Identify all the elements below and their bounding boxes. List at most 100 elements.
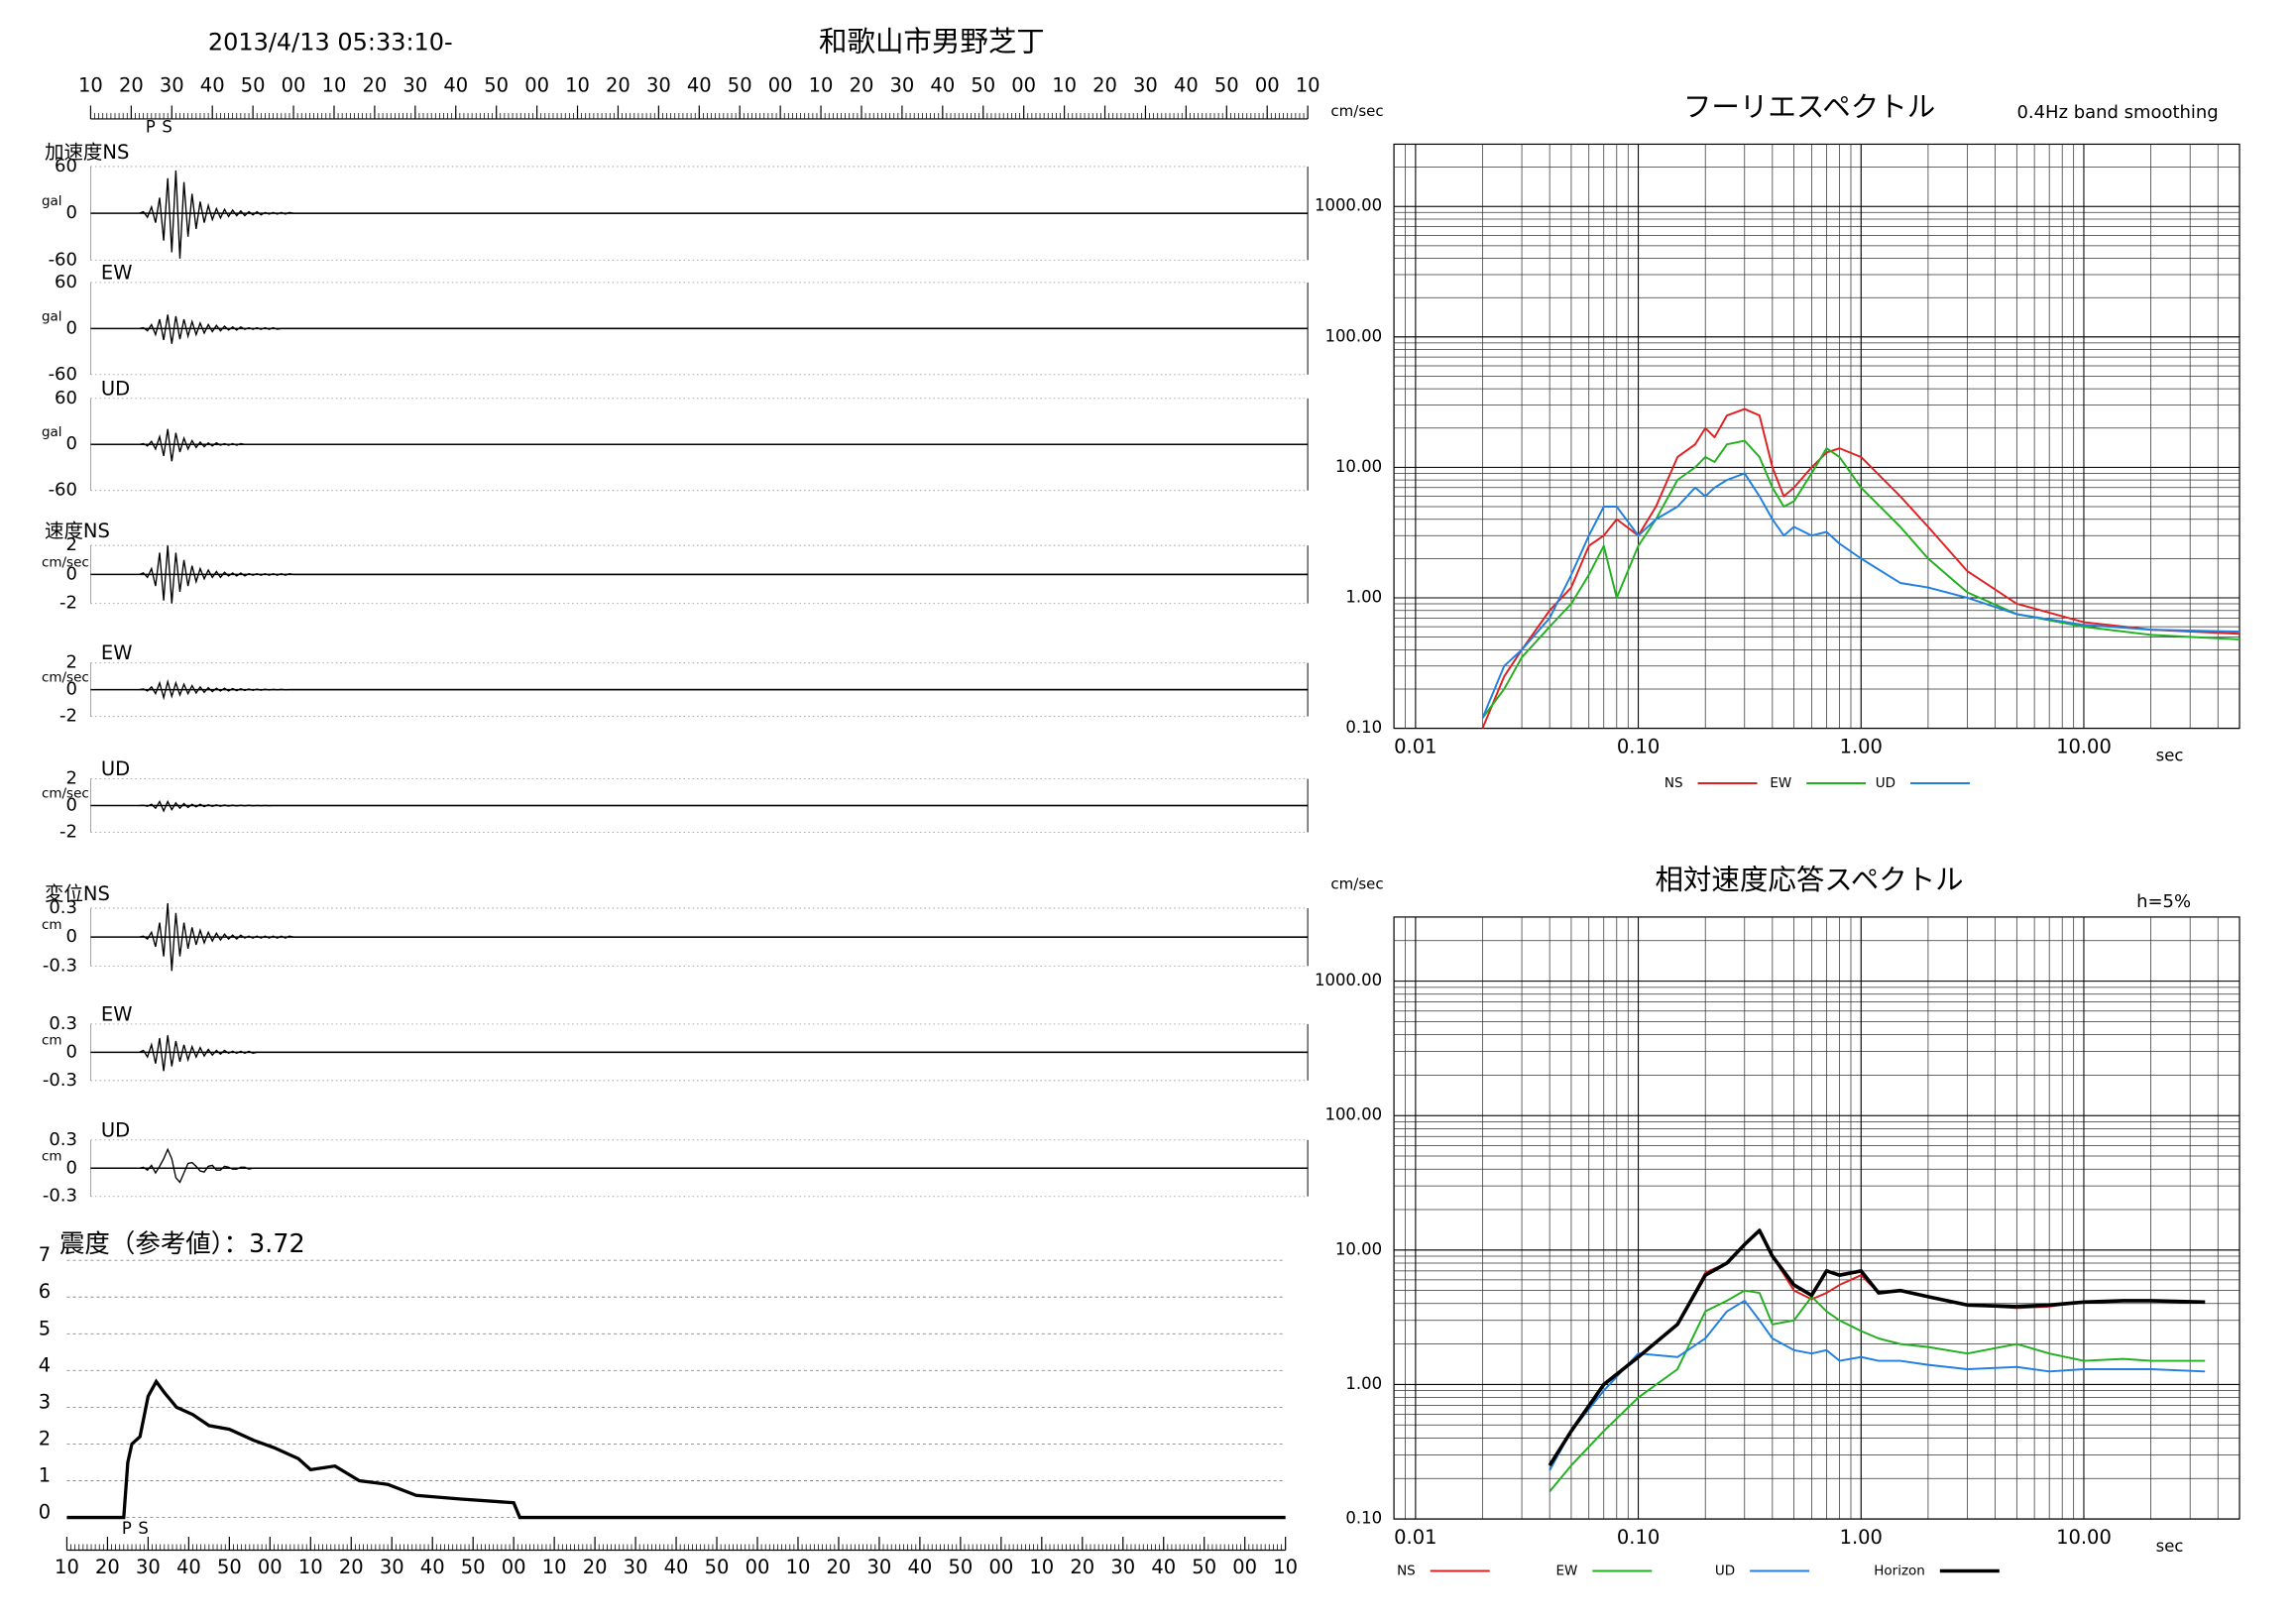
y-tick-label: 1 xyxy=(39,1463,51,1486)
x-tick-label: 30 xyxy=(890,73,915,96)
x-tick-label: 30 xyxy=(380,1556,404,1578)
y-tick-label: 0 xyxy=(39,1501,51,1524)
phase-label: P xyxy=(122,1519,132,1538)
unit-label: cm xyxy=(42,1032,62,1048)
y-tick-label: 0.10 xyxy=(1345,1509,1382,1528)
phase-label: S xyxy=(138,1519,148,1538)
x-tick-label: 40 xyxy=(664,1556,689,1578)
x-tick-label: 30 xyxy=(624,1556,648,1578)
x-tick-label: 00 xyxy=(502,1556,526,1578)
plot-area xyxy=(1393,143,2240,730)
x-tick-label: 00 xyxy=(1011,73,1036,96)
x-tick-label: 50 xyxy=(484,73,509,96)
y-tick-label: 2 xyxy=(66,534,77,555)
y-tick-label: 7 xyxy=(39,1243,51,1266)
x-tick-label: 40 xyxy=(420,1556,445,1578)
x-tick-label: 50 xyxy=(971,73,995,96)
x-tick-label: 50 xyxy=(461,1556,486,1578)
y-tick-label: -0.3 xyxy=(43,1070,77,1091)
y-tick-label: 60 xyxy=(55,156,77,176)
y-tick-label: 0 xyxy=(66,926,77,947)
plot-area xyxy=(1393,916,2240,1520)
x-tick-label: 20 xyxy=(95,1556,120,1578)
y-tick-label: 0.3 xyxy=(49,1013,77,1034)
panel-label: 加速度NS xyxy=(45,141,129,164)
y-tick-label: -2 xyxy=(59,821,77,842)
x-tick-label: 30 xyxy=(136,1556,161,1578)
series-line xyxy=(1481,407,2240,729)
x-tick-label: 0.01 xyxy=(1394,736,1436,758)
y-tick-label: 0 xyxy=(66,795,77,816)
y-tick-label: 0.3 xyxy=(49,1129,77,1150)
x-tick-label: 50 xyxy=(1192,1556,1216,1578)
y-tick-label: 0 xyxy=(66,1157,77,1178)
y-tick-label: 0 xyxy=(66,679,77,700)
unit-label: cm/sec xyxy=(42,670,89,686)
phase-label: S xyxy=(162,117,172,136)
x-tick-label: 00 xyxy=(282,73,306,96)
waveform xyxy=(139,1147,1309,1184)
x-tick-label: 00 xyxy=(768,73,793,96)
x-tick-label: 20 xyxy=(606,73,631,96)
x-tick-label: 50 xyxy=(705,1556,730,1578)
intensity-title: 震度（参考値）：3.72 xyxy=(59,1229,305,1259)
x-tick-label: 20 xyxy=(850,73,874,96)
waveform xyxy=(139,1035,1309,1072)
y-tick-label: 6 xyxy=(39,1280,51,1303)
series-line xyxy=(1548,1228,2206,1467)
y-tick-label: -60 xyxy=(49,364,77,385)
x-tick-label: 00 xyxy=(746,1556,770,1578)
y-tick-label: 100.00 xyxy=(1324,326,1382,345)
unit-label: gal xyxy=(42,308,62,324)
datetime: 2013/4/13 05:33:10- xyxy=(208,29,453,57)
x-tick-label: 50 xyxy=(217,1556,242,1578)
series-line xyxy=(1481,439,2240,719)
y-tick-label: -60 xyxy=(49,480,77,501)
x-tick-label: 10 xyxy=(1296,73,1320,96)
chart-subtitle: 0.4Hz band smoothing xyxy=(2016,102,2218,123)
x-tick-label: 0.10 xyxy=(1617,1526,1660,1549)
series-line xyxy=(1481,472,2240,719)
y-tick-label: 0 xyxy=(66,202,77,223)
waveform xyxy=(139,428,1309,462)
x-tick-label: 40 xyxy=(908,1556,933,1578)
legend-label: Horizon xyxy=(1874,1564,1925,1579)
legend-label: NS xyxy=(1397,1564,1416,1579)
x-tick-label: 30 xyxy=(402,73,427,96)
panel-label: UD xyxy=(101,1118,130,1141)
y-tick-label: 0 xyxy=(66,433,77,454)
x-tick-label: 10 xyxy=(1052,73,1077,96)
x-tick-label: 00 xyxy=(1255,73,1280,96)
waveform xyxy=(139,903,1309,972)
x-tick-label: 00 xyxy=(1232,1556,1257,1578)
x-tick-label: 40 xyxy=(930,73,955,96)
x-tick-label: 10 xyxy=(55,1556,79,1578)
x-tick-label: 0.10 xyxy=(1617,736,1660,758)
waveform xyxy=(139,678,1309,701)
panel-label: 速度NS xyxy=(45,520,110,542)
unit-label: gal xyxy=(42,193,62,209)
x-tick-label: 1.00 xyxy=(1840,1526,1883,1549)
x-tick-label: 10.00 xyxy=(2056,736,2112,758)
x-tick-label: 20 xyxy=(583,1556,608,1578)
y-tick-label: 1000.00 xyxy=(1315,971,1382,989)
chart-title: フーリエスペクトル xyxy=(1683,90,1935,123)
y-axis-label: cm/sec xyxy=(1330,874,1383,892)
chart-title: 相対速度応答スペクトル xyxy=(1655,864,1963,896)
legend-label: EW xyxy=(1770,775,1791,791)
y-tick-label: 10.00 xyxy=(1335,1239,1382,1258)
y-tick-label: 0 xyxy=(66,317,77,338)
y-tick-label: 60 xyxy=(55,388,77,408)
x-tick-label: 40 xyxy=(443,73,468,96)
panel-label: UD xyxy=(101,377,130,400)
y-tick-label: 1.00 xyxy=(1345,587,1382,606)
y-tick-label: 4 xyxy=(39,1353,51,1376)
legend-label: NS xyxy=(1665,775,1683,791)
x-tick-label: 1.00 xyxy=(1840,736,1883,758)
x-tick-label: 20 xyxy=(827,1556,852,1578)
x-tick-label: 00 xyxy=(258,1556,283,1578)
x-tick-label: 40 xyxy=(687,73,712,96)
panel-label: EW xyxy=(101,1002,133,1025)
